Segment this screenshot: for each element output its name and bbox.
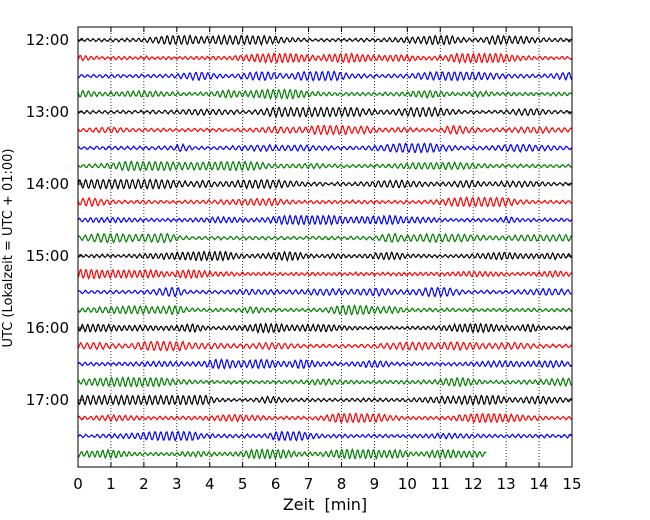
trace-line — [77, 51, 572, 65]
trace-line — [77, 196, 572, 208]
y-tick-label: 12:00 — [26, 31, 69, 49]
y-axis-label: UTC (Lokalzeit = UTC + 01:00) — [1, 149, 16, 348]
x-tick-label: 4 — [205, 475, 215, 493]
x-grid — [110, 27, 540, 467]
x-tick-label: 3 — [172, 475, 182, 493]
trace-line — [77, 286, 572, 298]
x-tick-label: 6 — [271, 475, 281, 493]
y-tick-label: 15:00 — [26, 247, 69, 265]
y-axis-ticks: 12:00 13:00 14:00 15:00 16:00 17:00 — [26, 31, 572, 409]
y-tick-label: 14:00 — [26, 175, 69, 193]
trace-line — [77, 430, 573, 442]
trace-line — [77, 88, 573, 101]
trace-line — [77, 232, 573, 244]
trace-line — [77, 340, 572, 352]
trace-line — [77, 322, 572, 335]
trace-line — [77, 106, 572, 119]
x-tick-label: 10 — [398, 475, 417, 493]
x-tick-label: 15 — [562, 475, 581, 493]
trace-line — [77, 304, 572, 316]
y-tick-label: 13:00 — [26, 103, 69, 121]
trace-line — [77, 33, 572, 47]
trace-line — [77, 376, 572, 388]
trace-line — [77, 412, 572, 424]
plot-background — [78, 27, 572, 467]
x-axis-ticks: 0 1 2 3 4 5 6 7 8 9 10 11 12 13 14 15 — [73, 27, 582, 493]
x-tick-label: 0 — [73, 475, 83, 493]
x-axis-label: Zeit [min] — [283, 495, 367, 514]
x-tick-label: 8 — [337, 475, 347, 493]
x-tick-label: 5 — [238, 475, 248, 493]
trace-line — [77, 124, 572, 136]
trace-line — [77, 358, 573, 370]
x-tick-label: 14 — [530, 475, 549, 493]
trace-line — [77, 69, 573, 82]
y-tick-label: 16:00 — [26, 319, 69, 337]
seismic-traces — [77, 33, 573, 461]
x-tick-label: 12 — [464, 475, 483, 493]
x-tick-label: 1 — [106, 475, 116, 493]
x-tick-label: 7 — [304, 475, 314, 493]
trace-line — [77, 250, 572, 263]
x-tick-label: 11 — [431, 475, 450, 493]
trace-line — [77, 394, 572, 407]
x-tick-label: 2 — [139, 475, 149, 493]
trace-line — [77, 142, 573, 154]
trace-line — [77, 268, 572, 280]
trace-line — [77, 447, 487, 461]
y-tick-label: 17:00 — [26, 391, 69, 409]
x-tick-label: 9 — [370, 475, 380, 493]
trace-line — [77, 160, 572, 172]
trace-line — [77, 214, 573, 226]
x-tick-label: 13 — [497, 475, 516, 493]
plot-frame — [77, 26, 573, 468]
trace-line — [77, 178, 572, 191]
